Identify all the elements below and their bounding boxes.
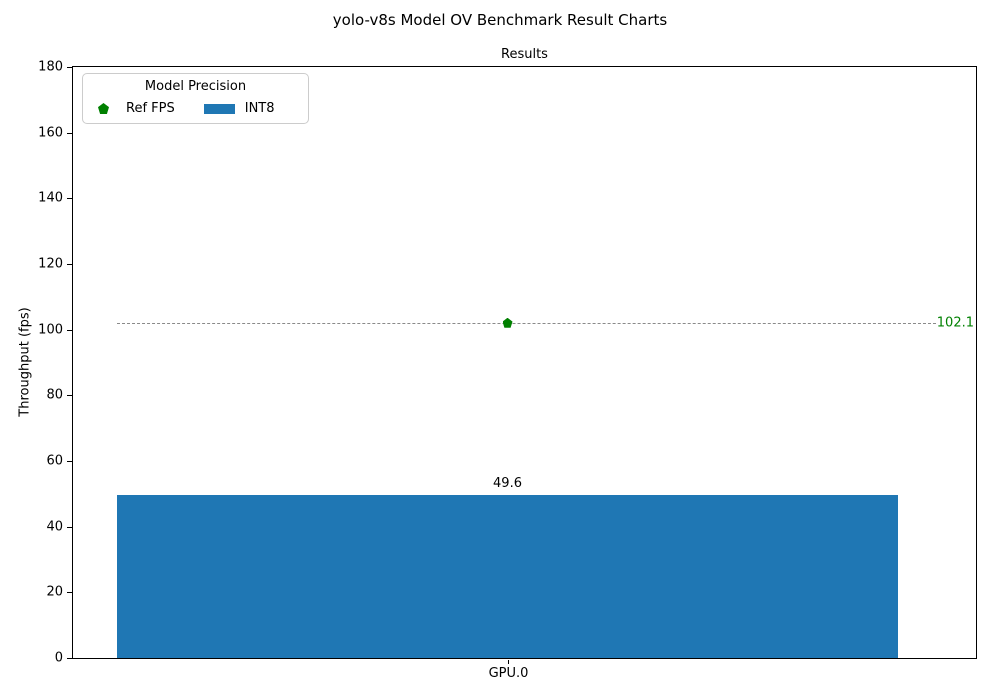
reference-value-label: 102.1 bbox=[936, 315, 974, 331]
legend: Model Precision Ref FPS INT8 bbox=[82, 73, 309, 124]
legend-item-ref-fps: Ref FPS bbox=[98, 101, 175, 116]
y-tick-label: 40 bbox=[46, 519, 63, 535]
plot-area: 49.6 102.1 Model Precision Ref FPS INT8 bbox=[72, 66, 977, 659]
int8-bar bbox=[117, 495, 898, 658]
y-tick-mark bbox=[67, 132, 72, 134]
y-tick-label: 120 bbox=[38, 256, 63, 272]
y-tick-mark bbox=[67, 67, 72, 68]
y-tick-mark bbox=[67, 526, 72, 528]
y-tick-label: 80 bbox=[46, 387, 63, 403]
y-tick-mark bbox=[67, 592, 72, 594]
legend-item-label: Ref FPS bbox=[126, 101, 175, 116]
x-tick-mark bbox=[507, 660, 509, 664]
bar-value-label: 49.6 bbox=[493, 476, 522, 492]
legend-row: Ref FPS INT8 bbox=[83, 101, 308, 116]
y-tick-mark bbox=[67, 658, 72, 659]
figure-title: yolo-v8s Model OV Benchmark Result Chart… bbox=[332, 11, 668, 29]
y-tick-mark bbox=[67, 329, 72, 331]
reference-line bbox=[117, 322, 936, 324]
y-tick-mark bbox=[67, 395, 72, 397]
y-tick-label: 140 bbox=[38, 190, 63, 206]
y-tick-label: 160 bbox=[38, 125, 63, 141]
legend-item-label: INT8 bbox=[244, 101, 275, 116]
y-tick-mark bbox=[67, 461, 72, 462]
y-tick-label: 180 bbox=[38, 59, 63, 75]
y-tick-mark bbox=[67, 264, 72, 265]
y-tick-label: 0 bbox=[54, 650, 63, 666]
x-tick-label: GPU.0 bbox=[488, 666, 529, 681]
axes-title: Results bbox=[501, 47, 548, 62]
y-tick-mark bbox=[67, 198, 72, 200]
legend-title: Model Precision bbox=[144, 79, 247, 94]
pentagon-marker-icon bbox=[98, 103, 109, 114]
legend-item-int8: INT8 bbox=[203, 101, 275, 116]
y-tick-label: 20 bbox=[46, 584, 63, 600]
int8-color-swatch-icon bbox=[203, 103, 235, 114]
ref-fps-pentagon-icon bbox=[502, 317, 513, 328]
y-tick-label: 100 bbox=[38, 322, 63, 338]
y-tick-label: 60 bbox=[46, 453, 63, 469]
